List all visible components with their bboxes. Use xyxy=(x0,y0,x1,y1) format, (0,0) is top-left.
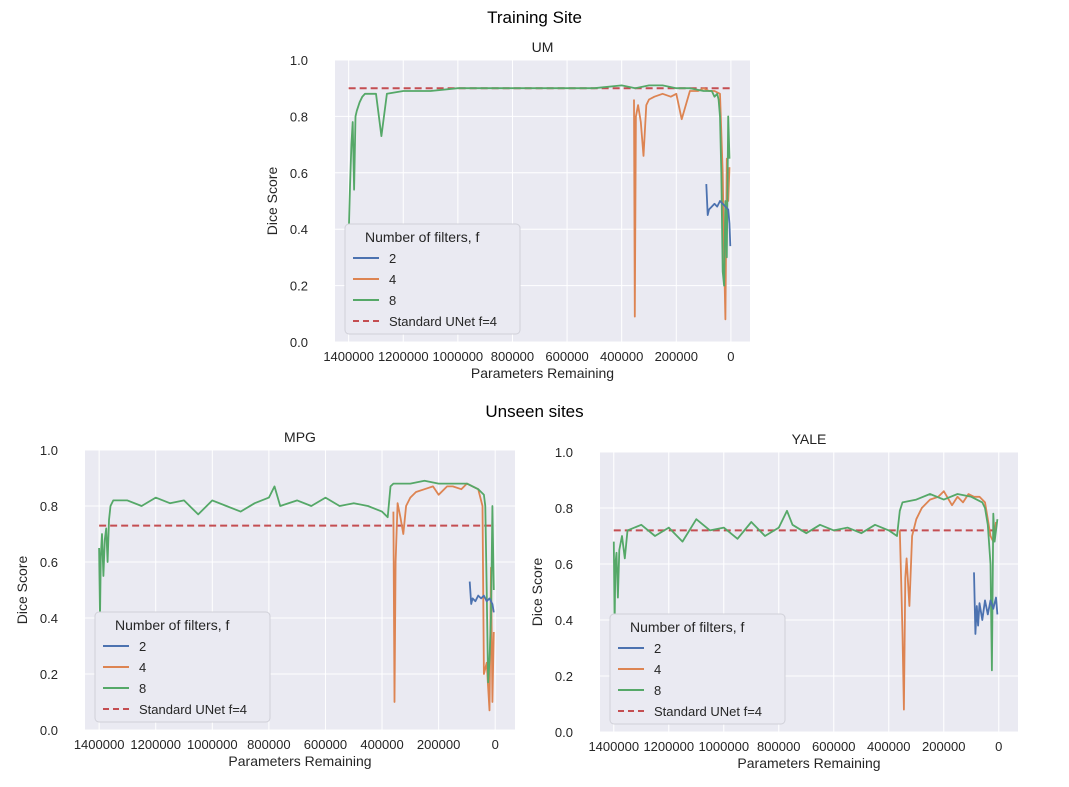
series-line-f8 xyxy=(612,493,999,672)
legend-box xyxy=(94,611,271,723)
chart-title: UM xyxy=(532,39,554,55)
legend: Number of filters, f 2 4 8 Standard UNet f=4 xyxy=(344,223,521,335)
x-tick-label: 1000000 xyxy=(698,739,749,754)
series-line-f2 xyxy=(973,572,999,635)
x-tick-label: 1200000 xyxy=(643,739,694,754)
x-tick-label: 600000 xyxy=(304,737,347,752)
y-tick-label: 0.2 xyxy=(555,669,573,684)
series-line-f2 xyxy=(705,184,732,247)
y-tick-label: 0.2 xyxy=(40,667,58,682)
y-tick-label: 1.0 xyxy=(290,53,308,68)
legend-label-baseline: Standard UNet f=4 xyxy=(139,702,247,717)
x-tick-label: 400000 xyxy=(600,349,643,364)
legend-label-f2: 2 xyxy=(389,251,396,266)
y-tick-label: 0.0 xyxy=(290,335,308,350)
legend-label-f8: 8 xyxy=(389,293,396,308)
y-tick-label: 0.4 xyxy=(290,222,308,237)
plot-series xyxy=(612,490,999,711)
y-tick-label: 0.2 xyxy=(290,279,308,294)
legend: Number of filters, f 2 4 8 Standard UNet f=4 xyxy=(94,611,271,723)
legend-label-f2: 2 xyxy=(139,639,146,654)
legend-box xyxy=(344,223,521,335)
y-tick-label: 0.0 xyxy=(555,725,573,740)
x-tick-label: 200000 xyxy=(417,737,460,752)
legend-title: Number of filters, f xyxy=(365,229,479,245)
x-tick-label: 0 xyxy=(492,737,499,752)
y-tick-label: 0.6 xyxy=(555,557,573,572)
legend-title: Number of filters, f xyxy=(630,619,744,635)
x-tick-label: 0 xyxy=(727,349,734,364)
training-site-heading: Training Site xyxy=(487,8,582,27)
series-line-f4 xyxy=(392,482,495,712)
series-line-f8 xyxy=(98,479,495,684)
x-axis-label: Parameters Remaining xyxy=(471,365,614,381)
chart-mpg: 1400000 1200000 1000000 800000 600000 400000 2… xyxy=(14,429,515,769)
y-tick-label: 0.4 xyxy=(40,611,58,626)
x-tick-label: 400000 xyxy=(867,739,910,754)
y-tick-label: 0.4 xyxy=(555,613,573,628)
x-tick-label: 1200000 xyxy=(378,349,429,364)
x-tick-label: 800000 xyxy=(247,737,290,752)
y-axis-label: Dice Score xyxy=(14,556,30,625)
y-tick-label: 0.6 xyxy=(290,166,308,181)
legend-label-f4: 4 xyxy=(139,660,146,675)
y-axis-label: Dice Score xyxy=(529,558,545,627)
unseen-sites-heading: Unseen sites xyxy=(485,402,584,421)
series-line-f8 xyxy=(347,84,731,287)
x-tick-label: 1400000 xyxy=(323,349,374,364)
legend-label-f8: 8 xyxy=(654,683,661,698)
x-tick-label: 1000000 xyxy=(187,737,238,752)
legend-label-f8: 8 xyxy=(139,681,146,696)
legend-label-f4: 4 xyxy=(654,662,661,677)
x-axis-label: Parameters Remaining xyxy=(737,755,880,771)
y-tick-label: 0.0 xyxy=(40,723,58,738)
x-tick-label: 1000000 xyxy=(433,349,484,364)
y-tick-label: 1.0 xyxy=(555,445,573,460)
y-tick-label: 1.0 xyxy=(40,443,58,458)
x-tick-label: 800000 xyxy=(757,739,800,754)
legend-label-f2: 2 xyxy=(654,641,661,656)
y-axis-label: Dice Score xyxy=(264,167,280,236)
x-tick-label: 600000 xyxy=(812,739,855,754)
series-line-f4 xyxy=(898,490,997,711)
x-tick-label: 0 xyxy=(995,739,1002,754)
x-tick-label: 1200000 xyxy=(130,737,181,752)
legend-label-baseline: Standard UNet f=4 xyxy=(654,704,762,719)
x-tick-label: 400000 xyxy=(360,737,403,752)
x-tick-label: 200000 xyxy=(655,349,698,364)
y-tick-label: 0.8 xyxy=(555,501,573,516)
plot-series xyxy=(347,84,732,321)
chart-yale: 1400000 1200000 1000000 800000 600000 400000 2… xyxy=(529,431,1018,771)
y-tick-label: 0.6 xyxy=(40,555,58,570)
y-tick-label: 0.8 xyxy=(40,499,58,514)
x-tick-label: 200000 xyxy=(922,739,965,754)
legend-title: Number of filters, f xyxy=(115,617,229,633)
plot-series xyxy=(98,479,496,712)
chart-title: YALE xyxy=(792,431,827,447)
legend-label-baseline: Standard UNet f=4 xyxy=(389,314,497,329)
chart-um: 1400000 1200000 1000000 800000 600000 400000 2… xyxy=(264,39,750,381)
series-line-f2 xyxy=(468,581,495,613)
legend-box xyxy=(609,613,786,725)
x-tick-label: 1400000 xyxy=(588,739,639,754)
legend: Number of filters, f 2 4 8 Standard UNet f=4 xyxy=(609,613,786,725)
x-tick-label: 800000 xyxy=(491,349,534,364)
y-tick-label: 0.8 xyxy=(290,109,308,124)
x-tick-label: 600000 xyxy=(545,349,588,364)
chart-title: MPG xyxy=(284,429,316,445)
x-tick-label: 1400000 xyxy=(74,737,125,752)
x-axis-label: Parameters Remaining xyxy=(228,753,371,769)
legend-label-f4: 4 xyxy=(389,272,396,287)
